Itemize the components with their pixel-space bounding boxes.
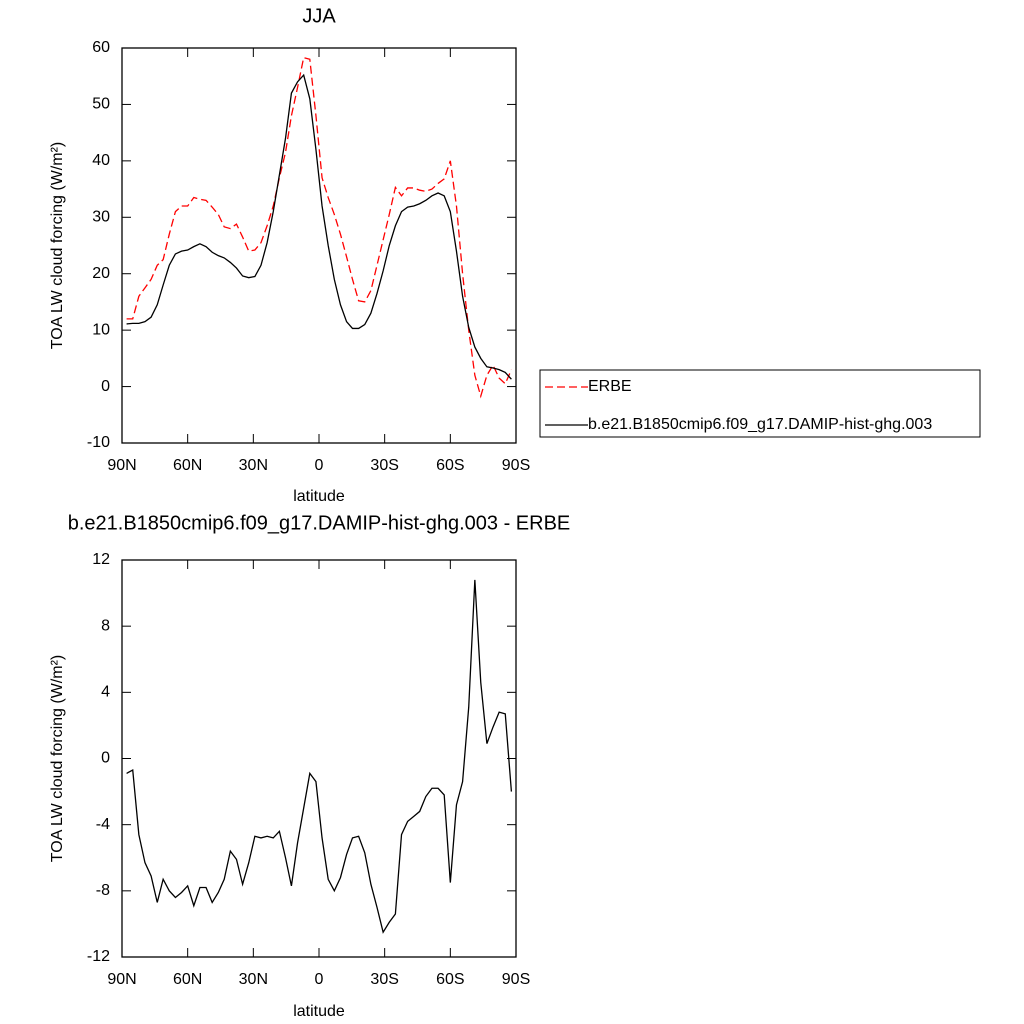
chart-title: JJA: [302, 5, 336, 27]
x-tick-label: 90S: [502, 457, 530, 474]
legend-label: b.e21.B1850cmip6.f09_g17.DAMIP-hist-ghg.…: [588, 416, 932, 433]
x-tick-label: 60N: [173, 971, 202, 988]
y-tick-label: 20: [92, 265, 110, 282]
y-tick-label: 60: [92, 39, 110, 56]
x-tick-label: 60N: [173, 457, 202, 474]
y-tick-label: -4: [96, 816, 110, 833]
x-tick-label: 30N: [239, 457, 268, 474]
data-line: [126, 56, 512, 399]
x-tick-label: 30N: [239, 971, 268, 988]
y-axis-label: TOA LW cloud forcing (W/m²): [49, 142, 66, 349]
y-tick-label: 12: [92, 551, 110, 568]
x-tick-label: 0: [315, 971, 324, 988]
y-tick-label: 8: [101, 617, 110, 634]
y-tick-label: -12: [87, 948, 110, 965]
y-tick-label: 0: [101, 378, 110, 395]
x-tick-label: 90N: [107, 457, 136, 474]
legend-box: [539, 369, 981, 438]
x-tick-label: 90S: [502, 971, 530, 988]
x-tick-label: 30S: [370, 457, 398, 474]
y-tick-label: -8: [96, 882, 110, 899]
y-tick-label: 4: [101, 684, 110, 701]
y-tick-label: 50: [92, 96, 110, 113]
x-axis-label: latitude: [293, 488, 345, 505]
data-line: [126, 73, 512, 380]
x-tick-label: 60S: [436, 457, 464, 474]
x-tick-label: 90N: [107, 971, 136, 988]
x-tick-label: 60S: [436, 971, 464, 988]
legend-label: ERBE: [588, 378, 632, 395]
plot-frame: [121, 47, 517, 444]
y-tick-label: 10: [92, 321, 110, 338]
y-axis-label: TOA LW cloud forcing (W/m²): [49, 655, 66, 862]
y-tick-label: 0: [101, 750, 110, 767]
x-tick-label: 0: [315, 457, 324, 474]
x-axis-label: latitude: [293, 1003, 345, 1020]
y-tick-label: 40: [92, 152, 110, 169]
chart-title: b.e21.B1850cmip6.f09_g17.DAMIP-hist-ghg.…: [68, 512, 571, 534]
plot-frame: [121, 559, 517, 958]
data-line: [126, 579, 513, 934]
y-tick-label: 30: [92, 209, 110, 226]
x-tick-label: 30S: [370, 971, 398, 988]
y-tick-label: -10: [87, 434, 110, 451]
